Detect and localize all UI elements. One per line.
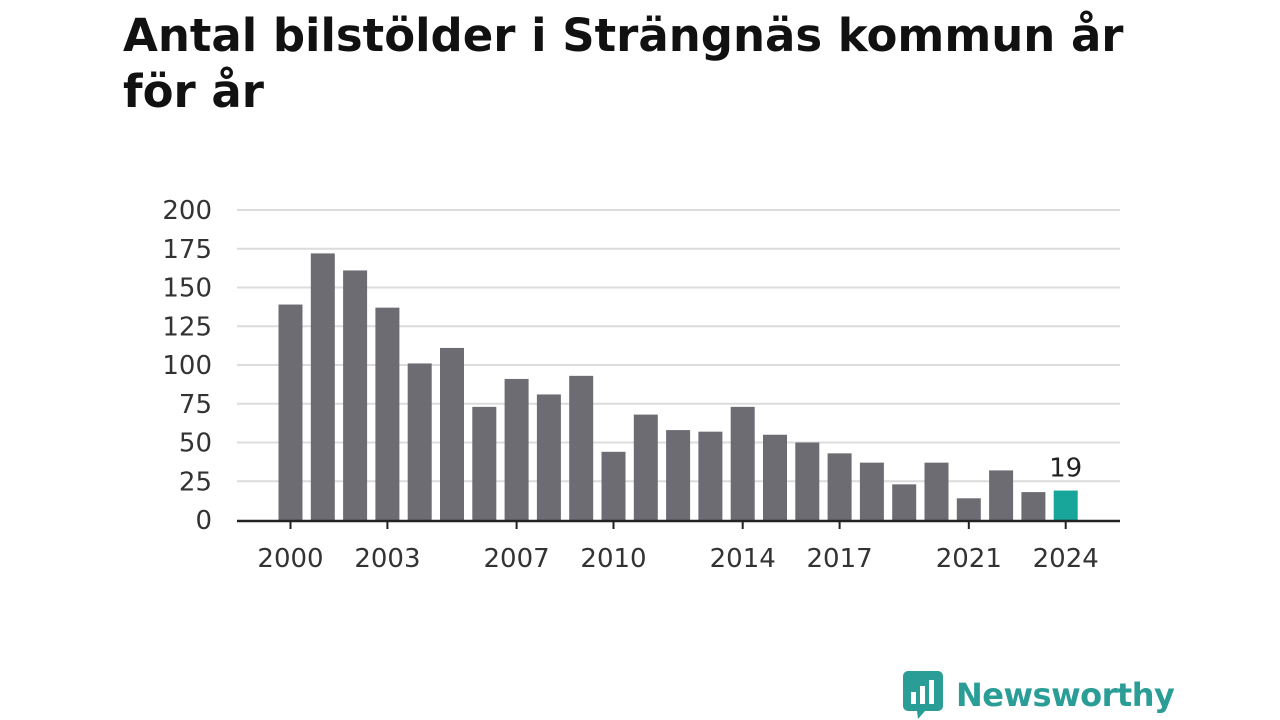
y-tick-label: 50 [179,429,212,459]
x-tick-label: 2017 [807,544,873,574]
bar-2019 [892,484,917,520]
bar-2008 [536,394,561,520]
x-tick-label: 2021 [936,544,1002,574]
bar-2013 [698,431,723,520]
y-axis-tick-labels: 0 25 50 75 100 125 150 175 200 [162,196,212,536]
bar-2003 [375,307,400,520]
bar-2014 [730,406,755,520]
bar-2017 [827,453,852,520]
y-tick-label: 150 [162,274,212,304]
bar-2004 [407,363,432,520]
data-label: 19 [1049,454,1082,484]
bar-2010 [601,451,626,520]
bar-2018 [859,462,884,520]
bar-2023 [1021,492,1046,520]
x-tick-label: 2003 [354,544,420,574]
x-tick-label: 2000 [257,544,323,574]
bars [278,253,1078,520]
bar-2001 [310,253,335,520]
bar-2016 [795,442,820,520]
bar-2011 [633,414,658,520]
x-tick-label: 2010 [580,544,646,574]
bar-2020 [924,462,949,520]
bar-2005 [440,347,464,520]
bar-2022 [989,470,1014,520]
x-tick-label: 2024 [1033,544,1099,574]
bar-2015 [763,434,787,520]
bar-2006 [472,406,497,520]
bar-2012 [666,430,691,520]
brand-logo: Newsworthy [903,671,1175,719]
y-tick-label: 75 [179,390,212,420]
annotations: 19 [1049,454,1082,484]
x-axis [237,519,1120,529]
y-tick-label: 0 [195,506,212,536]
x-axis-tick-labels: 2000 2003 2007 2010 2014 2017 2021 2024 [257,544,1098,574]
bar-2024 [1053,490,1078,520]
bar-2002 [343,270,368,520]
x-tick-label: 2014 [710,544,776,574]
x-tick-label: 2007 [484,544,550,574]
bar-2021 [956,498,981,520]
bar-2000 [278,304,303,520]
y-tick-label: 175 [162,235,212,265]
y-tick-label: 100 [162,351,212,381]
brand-name: Newsworthy [956,676,1175,714]
newsworthy-logo-icon [903,671,943,719]
y-tick-label: 25 [179,467,212,497]
chart-title: Antal bilstölder i Strängnäs kommun år f… [123,9,1124,118]
y-tick-label: 200 [162,196,212,226]
y-tick-label: 125 [162,312,212,342]
bar-2009 [569,375,594,520]
bar-2007 [504,378,529,520]
